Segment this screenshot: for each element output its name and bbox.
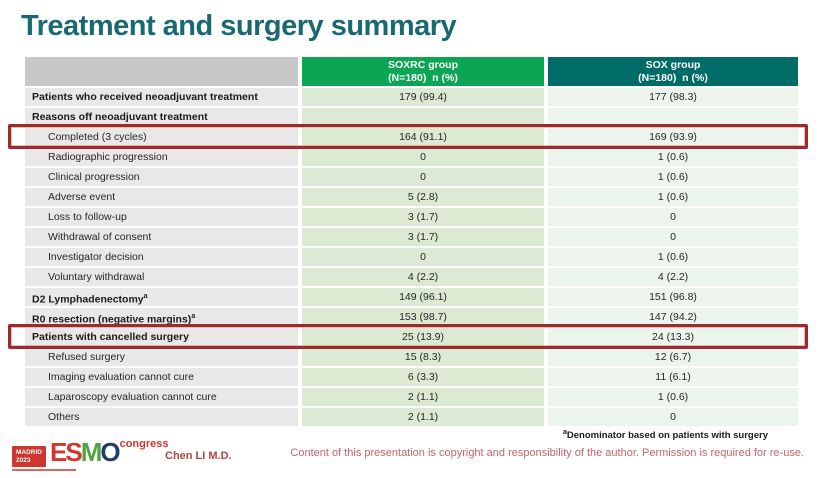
table-row: Radiographic progression 0 1 (0.6) — [25, 148, 798, 166]
sox-value: 1 (0.6) — [548, 148, 798, 166]
sox-value: 1 (0.6) — [548, 388, 798, 406]
table-row: Laparoscopy evaluation cannot cure 2 (1.1… — [25, 388, 798, 406]
table-row: Loss to follow-up 3 (1.7) 0 — [25, 208, 798, 226]
footnote-marker: a — [562, 429, 567, 436]
row-label: Patients who received neoadjuvant treatm… — [25, 88, 298, 106]
summary-table: SOXRC group (N=180) n (%) SOX group (N=1… — [8, 57, 808, 428]
soxrc-value: 0 — [302, 148, 544, 166]
sox-value: 1 (0.6) — [548, 188, 798, 206]
esmo-congress-logo: MADRID 2023 ESMO congress — [12, 437, 169, 467]
row-label: Others — [25, 408, 298, 426]
sox-value: 24 (13.3) — [548, 328, 798, 346]
row-label: Loss to follow-up — [25, 208, 298, 226]
soxrc-value: 0 — [302, 168, 544, 186]
sox-value: 1 (0.6) — [548, 248, 798, 266]
madrid-year-label: 2023 — [16, 456, 31, 464]
soxrc-value: 25 (13.9) — [302, 328, 544, 346]
footnote-text: Denominator based on patients with surge… — [566, 430, 768, 442]
table-row: Others 2 (1.1) 0 — [25, 408, 798, 426]
table-row: R0 resection (negative margins)a 153 (98.… — [25, 308, 798, 326]
table-rows: Patients who received neoadjuvant treatm… — [8, 88, 808, 426]
soxrc-value: 149 (96.1) — [302, 288, 544, 306]
footnote: aDenominator based on patients with surg… — [563, 429, 768, 441]
sox-value: 1 (0.6) — [548, 168, 798, 186]
table-row: Investigator decision 0 1 (0.6) — [25, 248, 798, 266]
table-row: Clinical progression 0 1 (0.6) — [25, 168, 798, 186]
soxrc-value: 15 (8.3) — [302, 348, 544, 366]
sox-value: 0 — [548, 208, 798, 226]
row-label: Reasons off neoadjuvant treatment — [25, 108, 298, 126]
row-label: Completed (3 cycles) — [25, 128, 298, 146]
table-row-highlighted: Patients with cancelled surgery 25 (13.9)… — [8, 324, 808, 349]
soxrc-value — [302, 108, 544, 126]
sox-group-sub: (N=180) n (%) — [638, 72, 708, 84]
soxrc-value: 164 (91.1) — [302, 128, 544, 146]
row-label: Withdrawal of consent — [25, 228, 298, 246]
row-label: Radiographic progression — [25, 148, 298, 166]
soxrc-value: 4 (2.2) — [302, 268, 544, 286]
table-row-highlighted: Completed (3 cycles) 164 (91.1) 169 (93.9) — [8, 124, 808, 149]
congress-label: congress — [119, 438, 169, 450]
sox-value: 0 — [548, 408, 798, 426]
author-name: Chen LI M.D. — [165, 450, 232, 462]
sox-value: 147 (94.2) — [548, 308, 798, 326]
row-label: Clinical progression — [25, 168, 298, 186]
sox-value — [548, 108, 798, 126]
esmo-letters-es: ES — [50, 437, 83, 467]
logo-underline — [12, 469, 76, 471]
soxrc-group-sub: (N=180) n (%) — [388, 72, 458, 84]
esmo-wordmark: ESMO — [50, 437, 121, 467]
row-label: R0 resection (negative margins)a — [25, 308, 298, 326]
column-header-sox: SOX group (N=180) n (%) — [548, 57, 798, 86]
row-label: Voluntary withdrawal — [25, 268, 298, 286]
sox-value: 151 (96.8) — [548, 288, 798, 306]
esmo-letter-o: O — [100, 437, 120, 467]
table-row: Patients who received neoadjuvant treatm… — [25, 88, 798, 106]
sox-group-name: SOX group — [645, 59, 701, 71]
page-title: Treatment and surgery summary — [21, 10, 457, 42]
soxrc-group-name: SOXRC group — [388, 59, 458, 71]
soxrc-value: 3 (1.7) — [302, 208, 544, 226]
sox-value: 4 (2.2) — [548, 268, 798, 286]
soxrc-value: 153 (98.7) — [302, 308, 544, 326]
madrid-2023-badge: MADRID 2023 — [12, 446, 46, 467]
table-row: Reasons off neoadjuvant treatment — [25, 108, 798, 126]
soxrc-value: 2 (1.1) — [302, 408, 544, 426]
sox-value: 177 (98.3) — [548, 88, 798, 106]
madrid-city-label: MADRID — [16, 449, 42, 456]
table-row: D2 Lymphadenectomya 149 (96.1) 151 (96.8) — [25, 288, 798, 306]
soxrc-value: 179 (99.4) — [302, 88, 544, 106]
table-header-row: SOXRC group (N=180) n (%) SOX group (N=1… — [25, 57, 798, 86]
row-label: Investigator decision — [25, 248, 298, 266]
table-row: Adverse event 5 (2.8) 1 (0.6) — [25, 188, 798, 206]
header-label-cell — [25, 57, 298, 86]
row-label: D2 Lymphadenectomya — [25, 288, 298, 306]
row-label: Patients with cancelled surgery — [25, 328, 298, 346]
column-header-soxrc: SOXRC group (N=180) n (%) — [302, 57, 544, 86]
table-row: Imaging evaluation cannot cure 6 (3.3) 11 … — [25, 368, 798, 386]
table-row: Withdrawal of consent 3 (1.7) 0 — [25, 228, 798, 246]
row-label: Imaging evaluation cannot cure — [25, 368, 298, 386]
soxrc-value: 3 (1.7) — [302, 228, 544, 246]
sox-value: 11 (6.1) — [548, 368, 798, 386]
table-row: Refused surgery 15 (8.3) 12 (6.7) — [25, 348, 798, 366]
sox-value: 12 (6.7) — [548, 348, 798, 366]
sox-value: 169 (93.9) — [548, 128, 798, 146]
esmo-letter-m: M — [80, 437, 103, 467]
row-label: Adverse event — [25, 188, 298, 206]
row-label: Laparoscopy evaluation cannot cure — [25, 388, 298, 406]
row-label: Refused surgery — [25, 348, 298, 366]
table-row: Voluntary withdrawal 4 (2.2) 4 (2.2) — [25, 268, 798, 286]
sox-value: 0 — [548, 228, 798, 246]
soxrc-value: 2 (1.1) — [302, 388, 544, 406]
soxrc-value: 6 (3.3) — [302, 368, 544, 386]
soxrc-value: 5 (2.8) — [302, 188, 544, 206]
copyright-notice: Content of this presentation is copyrigh… — [290, 447, 804, 459]
soxrc-value: 0 — [302, 248, 544, 266]
